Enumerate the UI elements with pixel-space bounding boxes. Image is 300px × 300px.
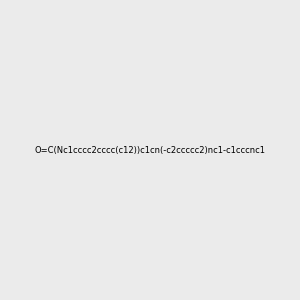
Text: O=C(Nc1cccc2cccc(c12))c1cn(-c2ccccc2)nc1-c1cccnc1: O=C(Nc1cccc2cccc(c12))c1cn(-c2ccccc2)nc1… [34, 146, 266, 154]
